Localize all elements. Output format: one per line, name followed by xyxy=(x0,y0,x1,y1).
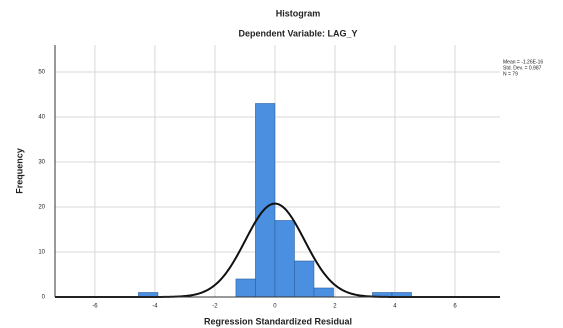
x-tick-label: -2 xyxy=(212,304,218,310)
y-tick-label: 50 xyxy=(38,70,45,76)
stat-n: N = 79 xyxy=(503,71,518,77)
stat-mean: Mean = -1.26E-16 xyxy=(503,59,543,65)
bar xyxy=(294,260,315,298)
bar xyxy=(274,220,295,298)
x-tick-label: 0 xyxy=(273,304,277,310)
y-tick-label: 40 xyxy=(38,115,45,121)
x-axis-label: Regression Standardized Residual xyxy=(204,316,352,326)
chart-title: Histogram xyxy=(276,8,321,18)
y-tick-label: 0 xyxy=(42,295,46,301)
x-tick-label: 2 xyxy=(333,304,337,310)
bar xyxy=(235,278,256,298)
y-tick-label: 30 xyxy=(38,160,45,166)
x-tick-label: -4 xyxy=(152,304,158,310)
chart-subtitle: Dependent Variable: LAG_Y xyxy=(238,28,357,38)
y-tick-label: 10 xyxy=(38,250,45,256)
y-axis-label: Frequency xyxy=(14,148,24,194)
bar xyxy=(255,103,276,298)
y-tick-label: 20 xyxy=(38,205,45,211)
x-tick-label: -6 xyxy=(92,304,98,310)
stat-sd: Std. Dev. = 0.987 xyxy=(503,65,542,71)
x-tick-label: 6 xyxy=(453,304,457,310)
bar xyxy=(313,287,334,298)
x-tick-label: 4 xyxy=(393,304,397,310)
